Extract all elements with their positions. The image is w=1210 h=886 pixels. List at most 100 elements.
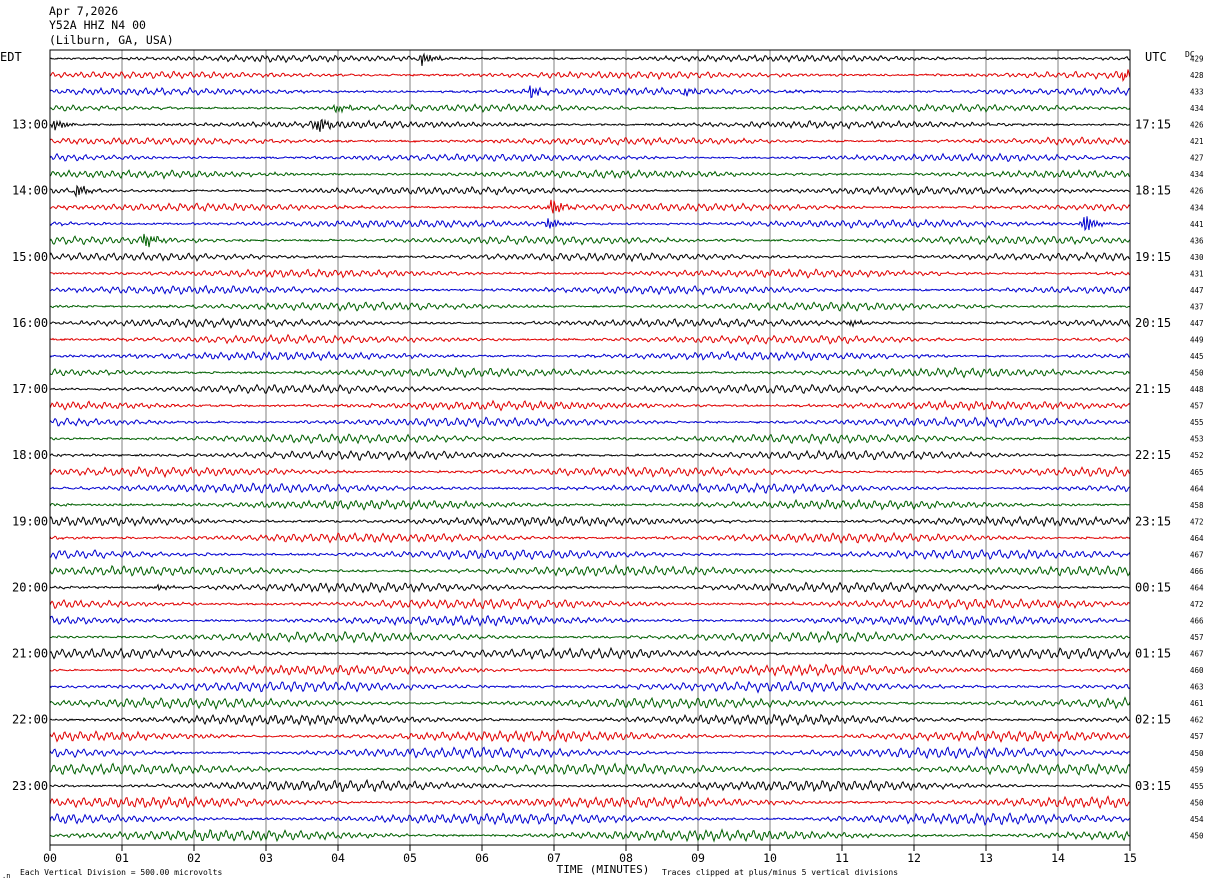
x-tick-label: 02	[187, 851, 201, 865]
edt-hour-label: 13:00	[12, 118, 48, 132]
dc-offset-label: 457	[1190, 402, 1204, 411]
seismic-trace	[49, 614, 1131, 628]
edt-hour-label: 20:00	[12, 580, 48, 594]
dc-offset-label: 428	[1190, 71, 1204, 80]
x-axis-ticks: 00 01 02 03 04 05 06 07 08 09 10 11 12 13 14 15	[43, 845, 1137, 865]
utc-hour-label: 01:15	[1135, 647, 1171, 661]
seismic-trace	[49, 416, 1131, 429]
x-tick-label: 10	[763, 851, 777, 865]
seismic-trace	[49, 762, 1131, 776]
dc-offset-label: 431	[1190, 269, 1204, 278]
dc-offset-label: 450	[1190, 798, 1204, 807]
x-tick-label: 13	[979, 851, 993, 865]
seismic-trace	[49, 199, 1131, 214]
seismic-trace	[49, 184, 1131, 198]
seismic-trace	[49, 152, 1131, 163]
seismic-trace	[49, 169, 1131, 180]
seismic-traces	[49, 52, 1131, 843]
seismic-trace	[49, 531, 1131, 544]
seismic-trace	[49, 284, 1131, 296]
dc-offset-label: 430	[1190, 253, 1204, 262]
dc-offset-label: 457	[1190, 732, 1204, 741]
x-tick-label: 14	[1051, 851, 1065, 865]
dc-offset-label: 454	[1190, 815, 1204, 824]
edt-hour-label: 15:00	[12, 250, 48, 264]
axis-labels: 429 428 433 434 426 421 427 434 426 434 441 436 430 4…	[12, 55, 1204, 841]
utc-hour-label: 03:15	[1135, 779, 1171, 793]
x-tick-label: 06	[475, 851, 489, 865]
edt-hour-label: 21:00	[12, 647, 48, 661]
dc-offset-label: 437	[1190, 302, 1204, 311]
seismic-trace	[49, 449, 1131, 461]
dc-offset-label: 455	[1190, 782, 1204, 791]
utc-hour-label: 23:15	[1135, 514, 1171, 528]
seismic-trace	[49, 465, 1131, 479]
seismic-trace	[49, 795, 1131, 810]
seismic-trace	[49, 482, 1131, 495]
dc-offset-label: 466	[1190, 567, 1204, 576]
seismic-trace	[49, 233, 1131, 248]
edt-hour-label: 14:00	[12, 184, 48, 198]
dc-offset-label: 436	[1190, 236, 1204, 245]
dc-offset-label: 447	[1190, 319, 1204, 328]
seismic-trace	[49, 598, 1130, 611]
utc-hour-label: 00:15	[1135, 580, 1171, 594]
dc-offset-label: 460	[1190, 666, 1204, 675]
utc-hour-label: 22:15	[1135, 448, 1171, 462]
dc-offset-label: 450	[1190, 749, 1204, 758]
dc-offset-label: 461	[1190, 699, 1204, 708]
utc-hour-label: 19:15	[1135, 250, 1171, 264]
corner-mark-icon: .n	[2, 872, 10, 880]
dc-offset-label: 434	[1190, 104, 1204, 113]
dc-offset-label: 467	[1190, 650, 1204, 659]
seismic-trace	[49, 680, 1131, 694]
seismic-trace	[49, 515, 1131, 528]
x-tick-label: 05	[403, 851, 417, 865]
x-axis-title: TIME (MINUTES)	[557, 863, 650, 876]
x-tick-label: 11	[835, 851, 849, 865]
seismic-trace	[49, 317, 1131, 329]
x-tick-label: 00	[43, 851, 57, 865]
dc-offset-label: 426	[1190, 121, 1204, 130]
utc-hour-label: 02:15	[1135, 713, 1171, 727]
x-tick-label: 04	[331, 851, 345, 865]
dc-offset-label: 450	[1190, 369, 1204, 378]
seismic-trace	[49, 812, 1131, 826]
dc-offset-label: 464	[1190, 534, 1204, 543]
seismic-trace	[49, 433, 1131, 445]
dc-offset-label: 452	[1190, 451, 1204, 460]
dc-offset-label: 458	[1190, 501, 1204, 510]
seismic-trace	[49, 301, 1131, 312]
seismic-trace	[49, 646, 1131, 660]
seismic-trace	[49, 663, 1131, 677]
seismic-trace	[49, 564, 1131, 577]
dc-offset-label: 455	[1190, 418, 1204, 427]
seismic-trace	[49, 548, 1131, 561]
dc-offset-label: 472	[1190, 600, 1204, 609]
vertical-gridlines	[121, 50, 1059, 845]
seismic-trace	[49, 118, 1131, 132]
dc-offset-label: 466	[1190, 617, 1204, 626]
seismic-trace	[49, 696, 1131, 711]
seismic-trace	[49, 251, 1131, 263]
dc-offset-label: 445	[1190, 352, 1204, 361]
dc-offset-label: 434	[1190, 203, 1204, 212]
seismic-trace	[49, 713, 1131, 727]
vertical-scale-note: Each Vertical Division = 500.00 microvol…	[20, 868, 222, 877]
seismic-trace	[49, 383, 1131, 395]
clipping-note: Traces clipped at plus/minus 5 vertical …	[662, 868, 898, 877]
seismic-trace	[49, 216, 1131, 232]
utc-hour-label: 21:15	[1135, 382, 1171, 396]
plot-date: Apr 7,2026	[49, 4, 119, 18]
dc-offset-label: 447	[1190, 286, 1204, 295]
dc-column-header: DC	[1185, 50, 1195, 59]
dc-offset-label: 467	[1190, 550, 1204, 559]
x-tick-label: 01	[115, 851, 129, 865]
dc-offset-label: 450	[1190, 831, 1204, 840]
seismic-trace	[49, 729, 1131, 744]
dc-offset-label: 427	[1190, 154, 1204, 163]
edt-hour-label: 22:00	[12, 713, 48, 727]
plot-frame	[49, 49, 1131, 846]
seismic-trace	[49, 85, 1131, 99]
